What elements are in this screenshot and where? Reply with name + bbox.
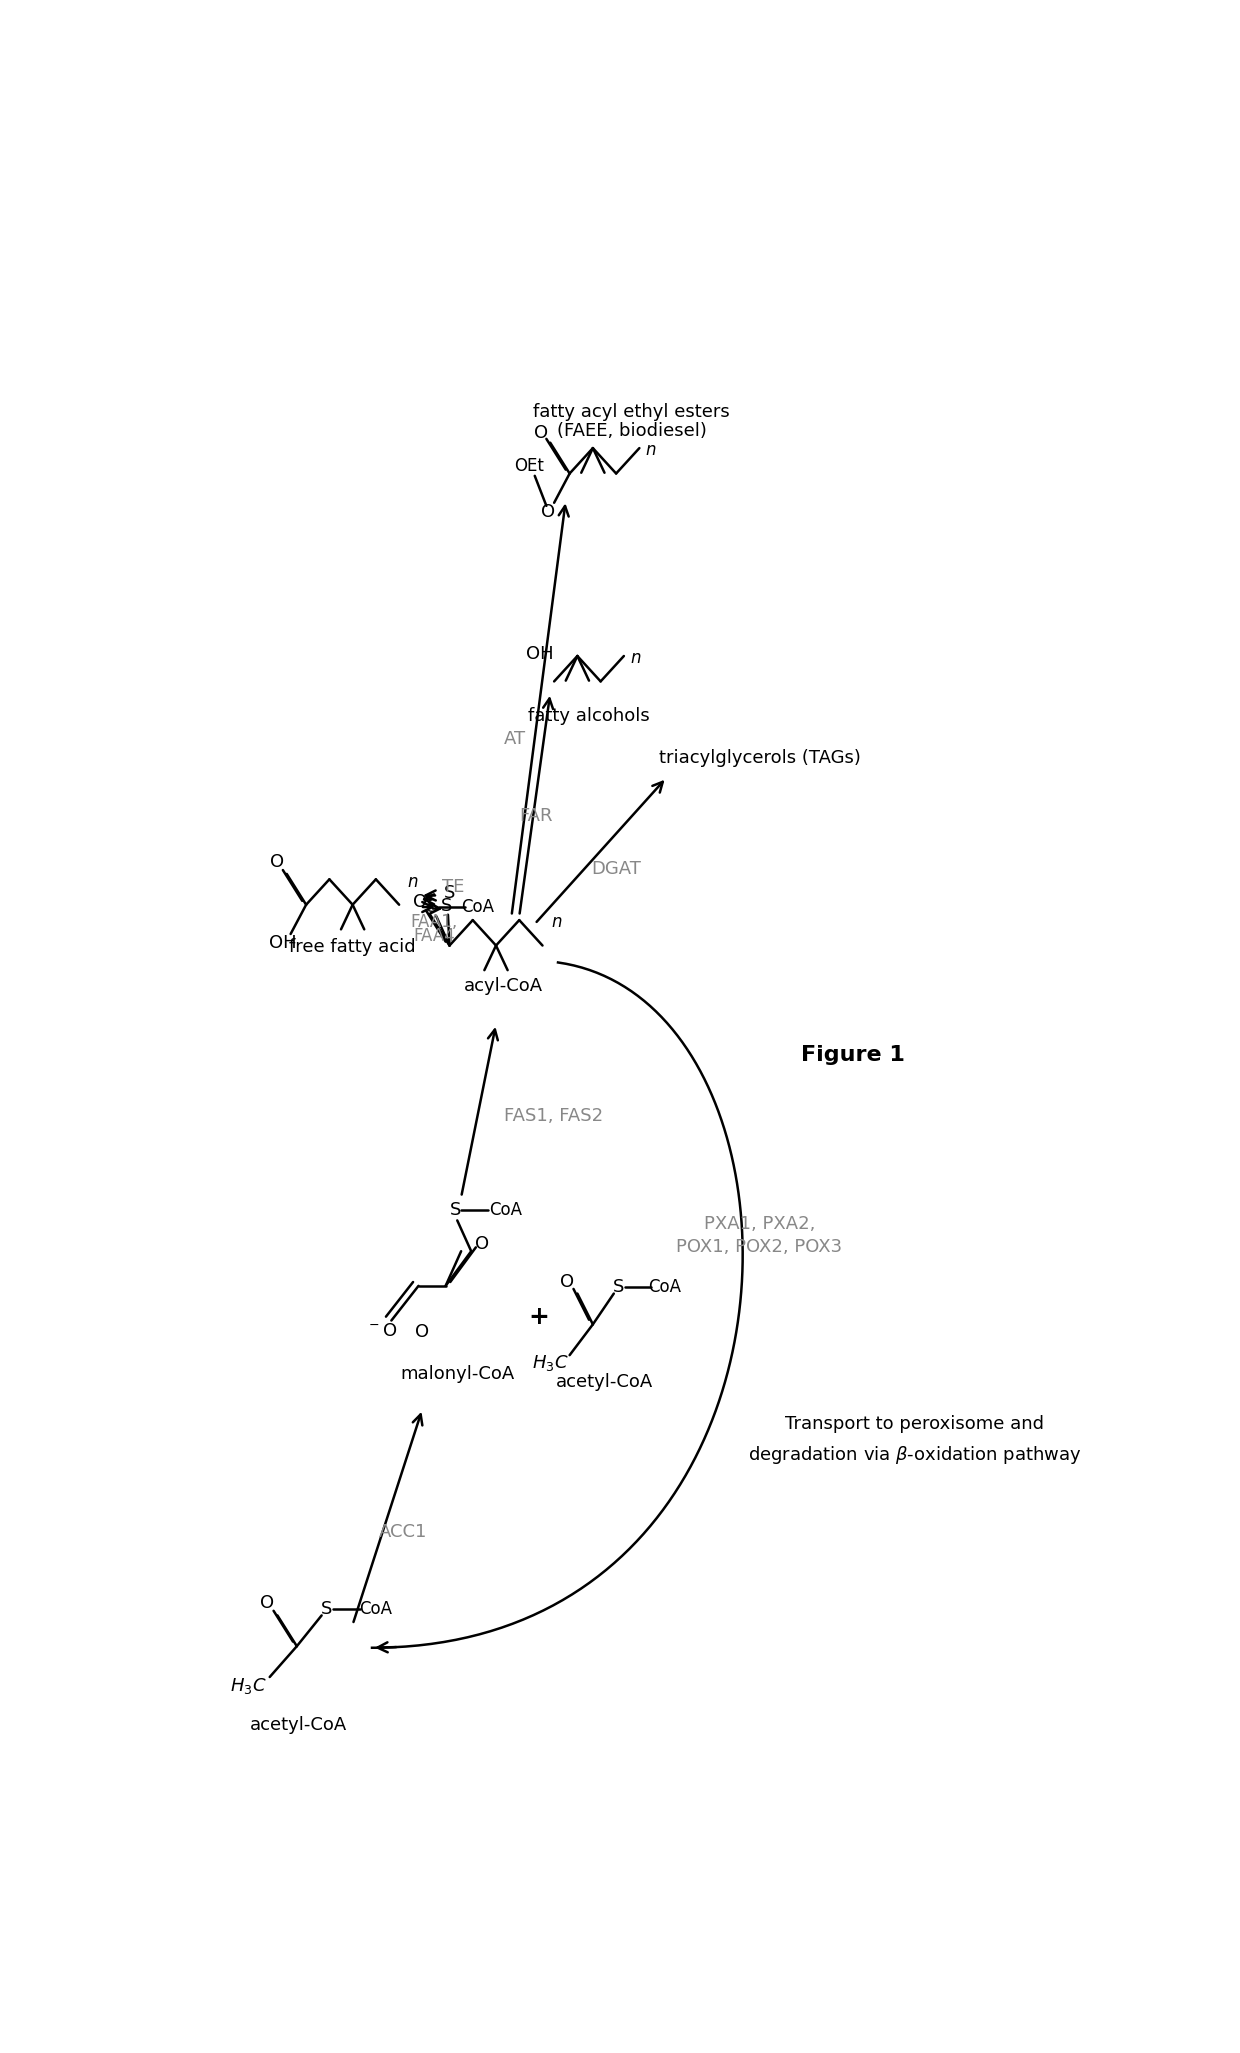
Text: fatty acyl ethyl esters: fatty acyl ethyl esters (533, 402, 730, 421)
Text: $^-$O: $^-$O (366, 1322, 397, 1339)
Text: CoA: CoA (489, 1201, 522, 1219)
Text: PXA1, PXA2,: PXA1, PXA2, (704, 1215, 815, 1234)
Text: n: n (552, 914, 562, 932)
Text: S: S (450, 1201, 461, 1219)
Text: triacylglycerols (TAGs): triacylglycerols (TAGs) (658, 749, 861, 768)
Text: FAR: FAR (520, 807, 553, 825)
Text: n: n (408, 873, 418, 891)
Text: $H_3C$: $H_3C$ (532, 1353, 568, 1373)
Text: Transport to peroxisome and: Transport to peroxisome and (785, 1415, 1044, 1433)
Text: FAS1, FAS2: FAS1, FAS2 (503, 1107, 603, 1125)
Text: O: O (541, 503, 556, 521)
Text: FAA4: FAA4 (413, 926, 455, 944)
Text: acetyl-CoA: acetyl-CoA (249, 1716, 347, 1735)
Text: S: S (321, 1599, 332, 1618)
Text: CoA: CoA (649, 1279, 682, 1295)
Text: CoA: CoA (360, 1599, 392, 1618)
Text: CoA: CoA (461, 897, 494, 916)
Text: OH: OH (269, 934, 296, 953)
Text: free fatty acid: free fatty acid (289, 938, 415, 957)
Text: S: S (613, 1279, 624, 1295)
Text: ACC1: ACC1 (378, 1523, 428, 1542)
Text: DGAT: DGAT (591, 860, 641, 877)
Text: OH: OH (526, 645, 554, 663)
Text: O: O (475, 1234, 489, 1252)
Text: POX1, POX2, POX3: POX1, POX2, POX3 (677, 1238, 842, 1256)
Text: acyl-CoA: acyl-CoA (464, 977, 543, 994)
Text: OEt: OEt (515, 458, 544, 474)
Text: O: O (534, 423, 548, 441)
Text: $H_3C$: $H_3C$ (229, 1675, 267, 1696)
Text: acetyl-CoA: acetyl-CoA (556, 1373, 653, 1392)
Text: O: O (560, 1273, 574, 1291)
Text: TE: TE (443, 879, 465, 895)
Text: O: O (415, 1322, 429, 1341)
Text: n: n (630, 649, 641, 667)
Text: O: O (413, 893, 427, 912)
Text: (FAEE, biodiesel): (FAEE, biodiesel) (557, 423, 707, 439)
Text: n: n (646, 441, 656, 460)
Text: S: S (444, 885, 455, 901)
Text: S: S (427, 897, 438, 916)
Text: fatty alcohols: fatty alcohols (528, 706, 650, 725)
Text: malonyl-CoA: malonyl-CoA (401, 1365, 515, 1384)
Text: +: + (528, 1304, 549, 1328)
Text: degradation via $\beta$-oxidation pathway: degradation via $\beta$-oxidation pathwa… (748, 1443, 1081, 1466)
Text: S: S (440, 897, 453, 916)
Text: FAA1,: FAA1, (410, 914, 458, 932)
Text: Figure 1: Figure 1 (801, 1045, 904, 1066)
Text: O: O (260, 1593, 274, 1612)
Text: AT: AT (505, 731, 527, 747)
Text: O: O (269, 854, 284, 870)
